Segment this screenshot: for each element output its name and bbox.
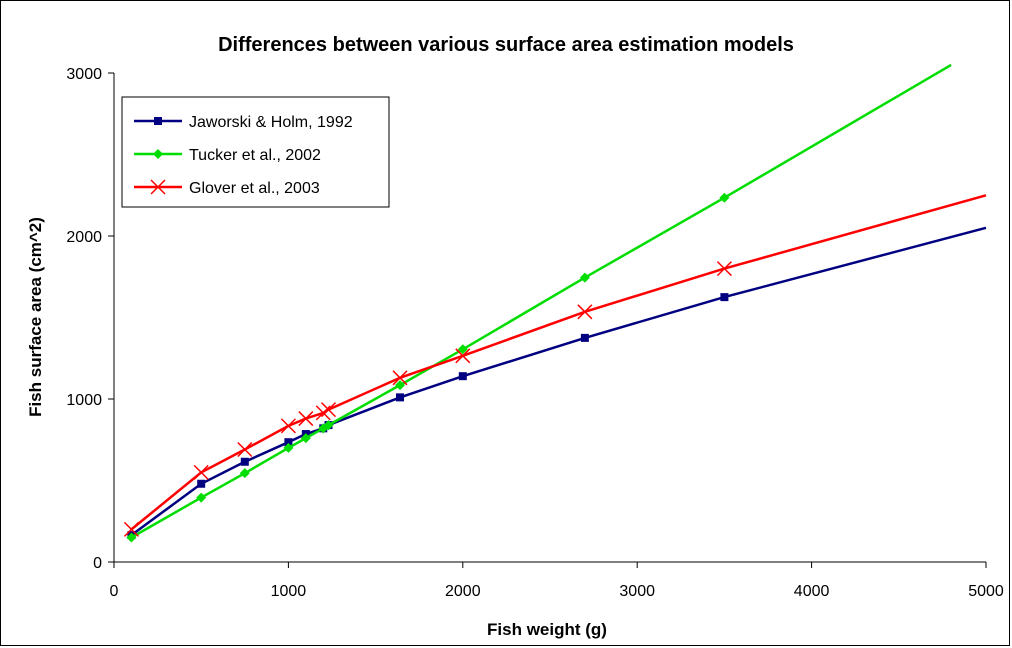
series-2-point [126,532,137,543]
x-tick-label: 5000 [968,583,1004,600]
legend-box [121,96,390,208]
series-2-point [395,380,406,391]
legend-item-2-label: Tucker et al., 2002 [189,147,321,164]
series-1-point [284,438,293,447]
series-3-point [315,405,331,421]
series-1-point [240,457,249,466]
series-1-point [458,372,467,381]
y-tick-label: 2000 [66,229,102,246]
series-1-point [720,293,729,302]
series-layer [123,63,987,543]
legend-item-3-point [150,179,166,195]
series-1-point [580,333,589,342]
x-tick-label: 2000 [445,583,481,600]
legend-item-3: Glover et al., 2003 [134,179,320,197]
series-2-point [579,272,590,283]
series-3-point [392,370,408,386]
series-3-point [193,464,209,480]
series-3-point [577,304,593,320]
y-tick-label: 0 [93,555,102,572]
series-2-point [283,442,294,453]
series-2-point [239,468,250,479]
series-2-point [196,492,207,503]
y-tick-label: 3000 [66,66,102,83]
x-ticks: 0 1000 2000 3000 4000 5000 [110,562,1004,600]
chart-title: Differences between various surface area… [218,34,794,56]
legend-item-3-label: Glover et al., 2003 [189,180,320,197]
series-2-point [300,433,311,444]
series-1-point [197,479,206,488]
legend-item-2: Tucker et al., 2002 [134,147,321,164]
series-2-point [457,344,468,355]
x-tick-label: 4000 [794,583,830,600]
series-2-point [719,192,730,203]
series-3-point [280,418,296,434]
y-axis-label: Fish surface area (cm^2) [26,217,45,417]
x-tick-label: 3000 [619,583,655,600]
y-ticks: 0 1000 2000 3000 [66,66,114,572]
x-axis-label: Fish weight (g) [487,620,607,639]
x-tick-label: 1000 [271,583,307,600]
series-3-point [320,402,337,418]
series-3-line [130,194,987,531]
series-3-point [298,411,314,427]
series-2 [126,63,952,543]
series-1-point [396,393,405,402]
x-tick-label: 0 [110,583,119,600]
legend-item-1-point [154,117,162,125]
legend-item-2-point [153,149,163,159]
series-3 [123,194,987,537]
legend: Jaworski & Holm, 1992 Tucker et al., 2002… [121,96,390,208]
series-2-point [323,420,334,431]
series-3-point [123,521,139,537]
series-1-line [130,226,987,537]
y-tick-label: 1000 [66,392,102,409]
series-3-point [716,261,732,277]
legend-item-1: Jaworski & Holm, 1992 [134,114,353,131]
legend-item-1-label: Jaworski & Holm, 1992 [189,114,353,131]
series-3-point [237,441,253,458]
series-3-point [455,348,471,364]
series-1 [127,226,987,540]
